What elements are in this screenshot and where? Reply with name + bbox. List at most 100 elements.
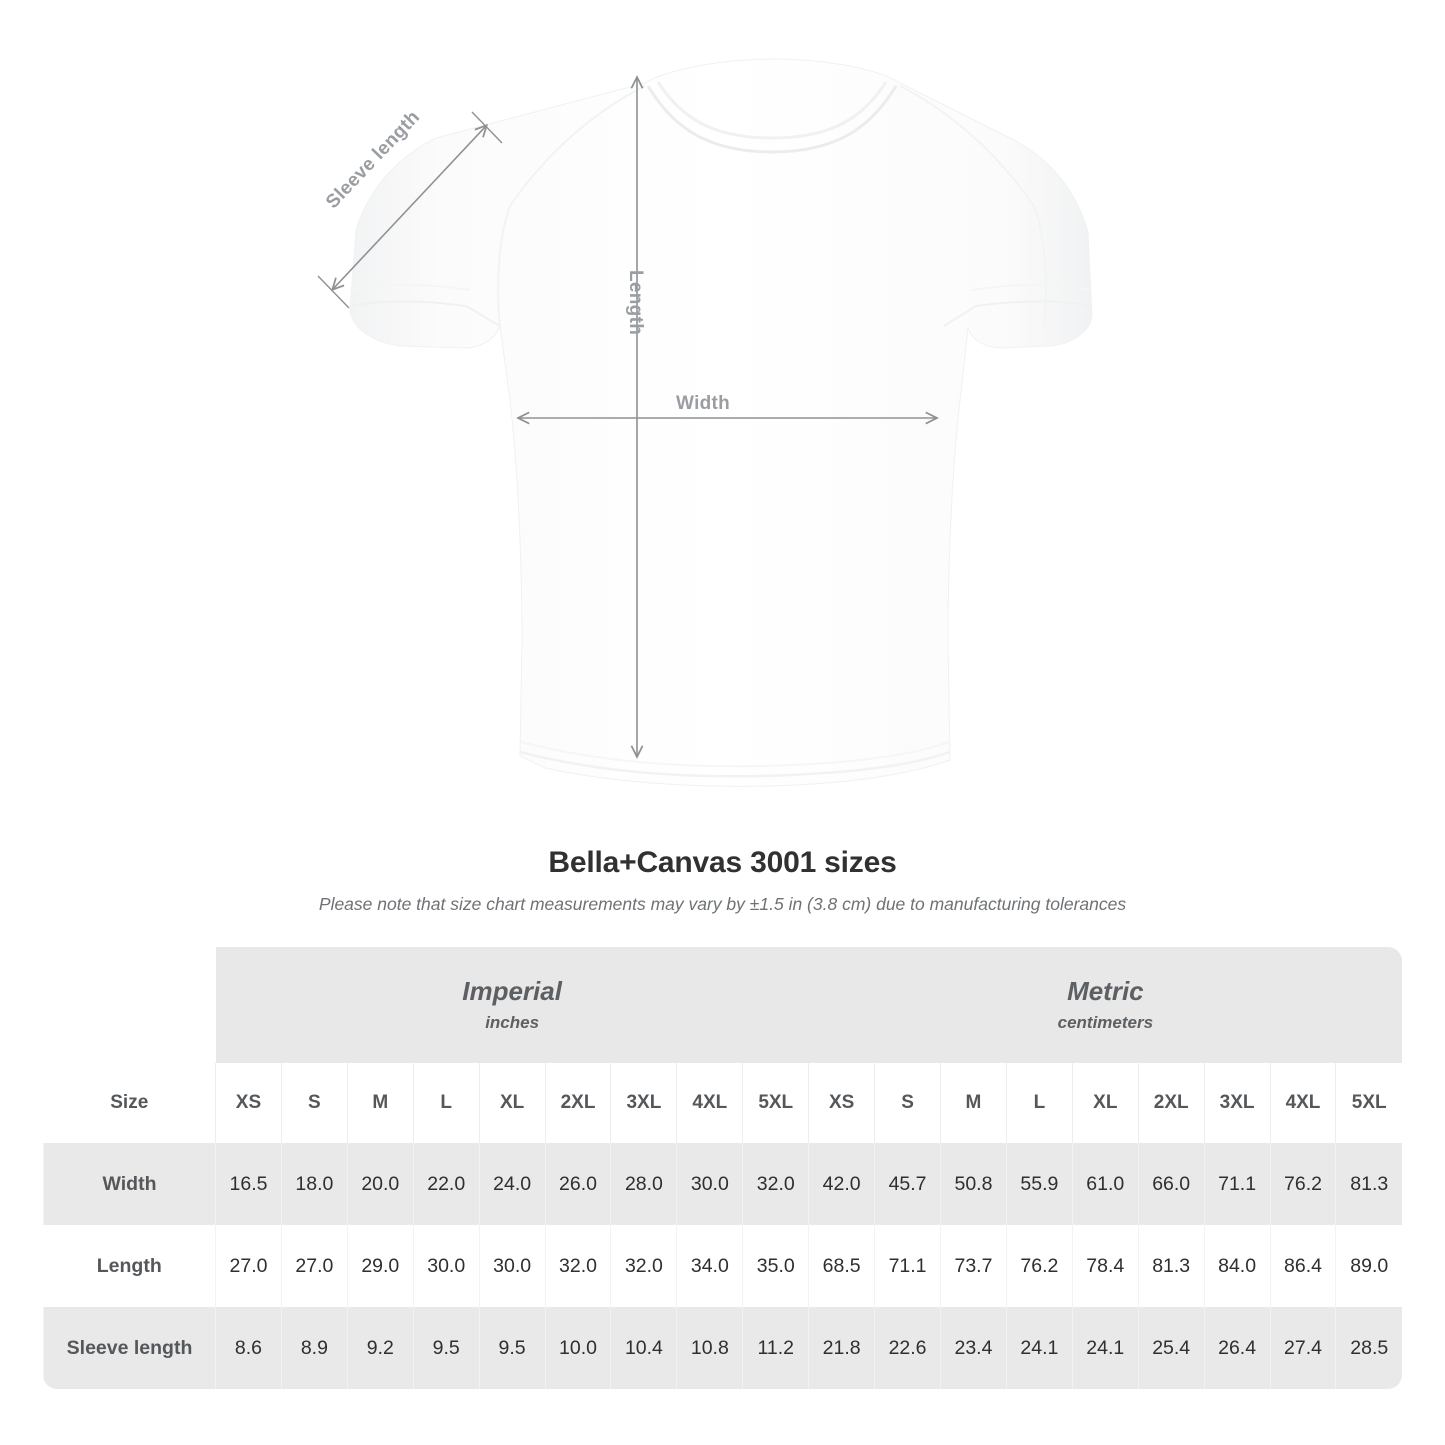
size-header-cell: L [412, 1063, 480, 1143]
measurement-cell: 84.0 [1203, 1225, 1271, 1307]
system-row-spacer [43, 947, 216, 1063]
measurement-cell: 45.7 [874, 1143, 941, 1225]
size-header-cell: 2XL [1137, 1063, 1205, 1143]
system-unit: inches [485, 1012, 540, 1032]
system-header-metric: Metric centimeters [808, 947, 1402, 1063]
size-header-cell: 3XL [610, 1063, 677, 1143]
measurement-cell: 8.9 [280, 1307, 348, 1389]
size-header-cell: 3XL [1203, 1063, 1271, 1143]
width-label: Width [676, 393, 731, 414]
table-row: Sleeve length 8.6 8.9 9.2 9.5 9.5 10.0 10.4 10.8… [43, 1307, 1402, 1389]
measurement-cell: 73.7 [940, 1225, 1007, 1307]
measurement-cell: 34.0 [676, 1225, 743, 1307]
measurement-cell: 9.2 [346, 1307, 414, 1389]
measurement-cell: 24.1 [1005, 1307, 1073, 1389]
tshirt-diagram: Sleeve length Length Width [317, 58, 1093, 787]
measurement-cell: 32.0 [544, 1225, 611, 1307]
size-header-cell: 4XL [676, 1063, 743, 1143]
system-name: Imperial [462, 976, 562, 1007]
size-header-cell: 2XL [544, 1063, 611, 1143]
measurement-cell: 9.5 [478, 1307, 546, 1389]
measurement-cell: 66.0 [1137, 1143, 1205, 1225]
tolerance-note: Please note that size chart measurements… [318, 894, 1127, 914]
measurement-cell: 35.0 [742, 1225, 809, 1307]
measurement-cell: 89.0 [1335, 1225, 1402, 1307]
measurement-cell: 27.0 [280, 1225, 348, 1307]
measurement-cell: 29.0 [346, 1225, 414, 1307]
size-table: Imperial inches Metric centimeters Size XS S… [43, 947, 1402, 1389]
system-unit: centimeters [1057, 1012, 1154, 1032]
size-header-cell: XL [478, 1063, 546, 1143]
measurement-cell: 24.1 [1071, 1307, 1139, 1389]
measurement-cell: 71.1 [874, 1225, 941, 1307]
size-header-row: Size XS S M L XL 2XL 3XL 4XL 5XL XS S M L XL 2XL 3XL 4XL… [43, 1063, 1402, 1143]
measurement-cell: 30.0 [412, 1225, 480, 1307]
measurement-cell: 50.8 [940, 1143, 1007, 1225]
page-title: Bella+Canvas 3001 sizes [548, 846, 897, 879]
size-header-cell: M [940, 1063, 1007, 1143]
measurement-cell: 10.8 [676, 1307, 743, 1389]
measurement-cell: 20.0 [346, 1143, 414, 1225]
size-header-cell: XS [808, 1063, 875, 1143]
measurement-cell: 26.4 [1203, 1307, 1271, 1389]
measurement-cell: 28.5 [1335, 1307, 1402, 1389]
size-chart-table: Imperial inches Metric centimeters Size XS S… [43, 947, 1402, 1389]
measurement-cell: 10.4 [610, 1307, 677, 1389]
measurement-cell: 76.2 [1005, 1225, 1073, 1307]
measurement-cell: 78.4 [1071, 1225, 1139, 1307]
size-header-cell: 5XL [742, 1063, 809, 1143]
system-name: Metric [1067, 976, 1144, 1007]
size-column-header: Size [110, 1092, 149, 1113]
measurement-cell: 8.6 [215, 1307, 282, 1389]
measurement-cell: 30.0 [676, 1143, 743, 1225]
measurement-cell: 21.8 [808, 1307, 875, 1389]
measurement-cell: 11.2 [742, 1307, 809, 1389]
measurement-cell: 61.0 [1071, 1143, 1139, 1225]
tshirt-illustration [317, 58, 1093, 787]
size-header-cell: XS [215, 1063, 282, 1143]
measurement-cell: 68.5 [808, 1225, 875, 1307]
measurement-cell: 71.1 [1203, 1143, 1271, 1225]
measurement-cell: 22.6 [874, 1307, 941, 1389]
measurement-cell: 23.4 [940, 1307, 1007, 1389]
measurement-cell: 25.4 [1137, 1307, 1205, 1389]
size-header-cell: XL [1071, 1063, 1139, 1143]
size-header-cell: 4XL [1269, 1063, 1336, 1143]
measurement-cell: 27.0 [215, 1225, 282, 1307]
measurement-row-label: Length [96, 1254, 162, 1277]
measurement-cell: 81.3 [1137, 1225, 1205, 1307]
measurement-cell: 16.5 [215, 1143, 282, 1225]
measurement-cell: 32.0 [610, 1225, 677, 1307]
size-header-cell: M [346, 1063, 414, 1143]
size-header-cell: L [1005, 1063, 1073, 1143]
measurement-cell: 10.0 [544, 1307, 611, 1389]
measurement-row-label: Width [43, 1143, 216, 1225]
measurement-row-label: Sleeve length [43, 1307, 216, 1389]
measurement-cell: 42.0 [808, 1143, 875, 1225]
measurement-cell: 32.0 [742, 1143, 809, 1225]
length-label: Length [625, 270, 646, 336]
measurement-cell: 76.2 [1269, 1143, 1336, 1225]
table-row: Length 27.0 27.0 29.0 30.0 30.0 32.0 32.0 34.0 35… [43, 1225, 1402, 1307]
measurement-cell: 86.4 [1269, 1225, 1336, 1307]
measurement-cell: 30.0 [478, 1225, 546, 1307]
size-table-body: Width 16.5 18.0 20.0 22.0 24.0 26.0 28.0 30.0 32.… [43, 1143, 1402, 1389]
measurement-cell: 55.9 [1005, 1143, 1073, 1225]
measurement-cell: 22.0 [412, 1143, 480, 1225]
measurement-cell: 27.4 [1269, 1307, 1336, 1389]
size-header-cell: S [874, 1063, 941, 1143]
measurement-cell: 24.0 [478, 1143, 546, 1225]
sleeve-length-arrow [317, 111, 503, 309]
measurement-cell: 28.0 [610, 1143, 677, 1225]
table-row: Width 16.5 18.0 20.0 22.0 24.0 26.0 28.0 30.0 32.… [43, 1143, 1402, 1225]
measurement-system-row: Imperial inches Metric centimeters [43, 947, 1402, 1063]
title-block: Bella+Canvas 3001 sizes Please note that… [0, 846, 1445, 915]
measurement-cell: 81.3 [1335, 1143, 1402, 1225]
size-header-cell: S [280, 1063, 348, 1143]
shirt-body-shape [349, 58, 1093, 787]
measurement-cell: 18.0 [280, 1143, 348, 1225]
measurement-cell: 26.0 [544, 1143, 611, 1225]
size-header-cell: 5XL [1335, 1063, 1402, 1143]
measurement-cell: 9.5 [412, 1307, 480, 1389]
system-header-imperial: Imperial inches [215, 947, 809, 1063]
